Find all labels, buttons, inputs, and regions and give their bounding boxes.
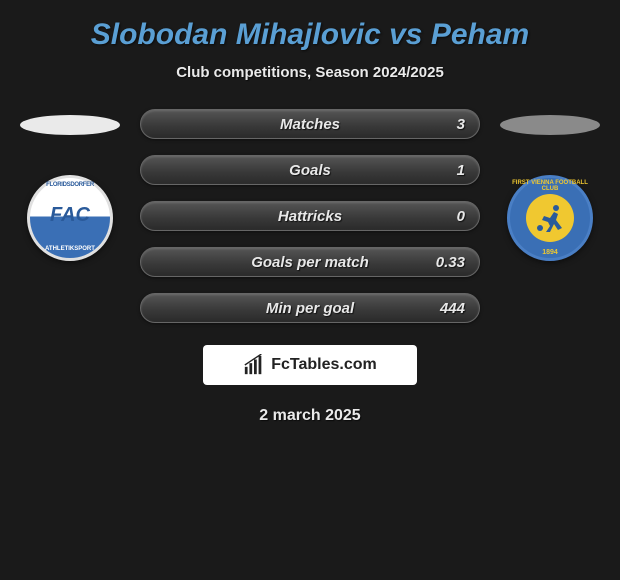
stat-value-right: 3 bbox=[457, 116, 465, 133]
stat-row-goals: Goals 1 bbox=[140, 155, 480, 185]
subtitle: Club competitions, Season 2024/2025 bbox=[176, 64, 444, 81]
stat-value-right: 0 bbox=[457, 208, 465, 225]
stat-label: Min per goal bbox=[266, 300, 354, 317]
chart-icon bbox=[243, 354, 265, 376]
stat-label: Goals per match bbox=[251, 254, 369, 271]
branding-box[interactable]: FcTables.com bbox=[203, 345, 417, 385]
stat-value-right: 444 bbox=[440, 300, 465, 317]
right-player-oval bbox=[500, 115, 600, 135]
main-row: FLORIDSDORFER FAC ATHLETIKSPORT Matches … bbox=[0, 109, 620, 323]
badge-right-year: 1894 bbox=[510, 249, 590, 256]
comparison-card: Slobodan Mihajlovic vs Peham Club compet… bbox=[0, 0, 620, 435]
stat-label: Matches bbox=[280, 116, 340, 133]
stat-row-min-per-goal: Min per goal 444 bbox=[140, 293, 480, 323]
badge-left-bottom-text: ATHLETIKSPORT bbox=[30, 246, 110, 252]
left-player-col: FLORIDSDORFER FAC ATHLETIKSPORT bbox=[10, 109, 130, 261]
badge-left-top-text: FLORIDSDORFER bbox=[30, 182, 110, 188]
stat-row-matches: Matches 3 bbox=[140, 109, 480, 139]
badge-right-ring-text: FIRST VIENNA FOOTBALL CLUB bbox=[510, 180, 590, 192]
branding-text: FcTables.com bbox=[271, 356, 377, 374]
right-player-col: FIRST VIENNA FOOTBALL CLUB 1894 bbox=[490, 109, 610, 261]
date-line: 2 march 2025 bbox=[259, 407, 360, 425]
page-title: Slobodan Mihajlovic vs Peham bbox=[91, 18, 529, 52]
stat-label: Hattricks bbox=[278, 208, 342, 225]
football-player-icon bbox=[534, 202, 566, 234]
badge-left-main-text: FAC bbox=[30, 204, 110, 227]
stat-value-right: 1 bbox=[457, 162, 465, 179]
badge-right-inner-icon bbox=[526, 194, 574, 242]
right-club-badge: FIRST VIENNA FOOTBALL CLUB 1894 bbox=[507, 175, 593, 261]
stats-column: Matches 3 Goals 1 Hattricks 0 Goals per … bbox=[130, 109, 490, 323]
left-player-oval bbox=[20, 115, 120, 135]
stat-label: Goals bbox=[289, 162, 331, 179]
left-club-badge: FLORIDSDORFER FAC ATHLETIKSPORT bbox=[27, 175, 113, 261]
stat-row-goals-per-match: Goals per match 0.33 bbox=[140, 247, 480, 277]
stat-row-hattricks: Hattricks 0 bbox=[140, 201, 480, 231]
stat-value-right: 0.33 bbox=[436, 254, 465, 271]
